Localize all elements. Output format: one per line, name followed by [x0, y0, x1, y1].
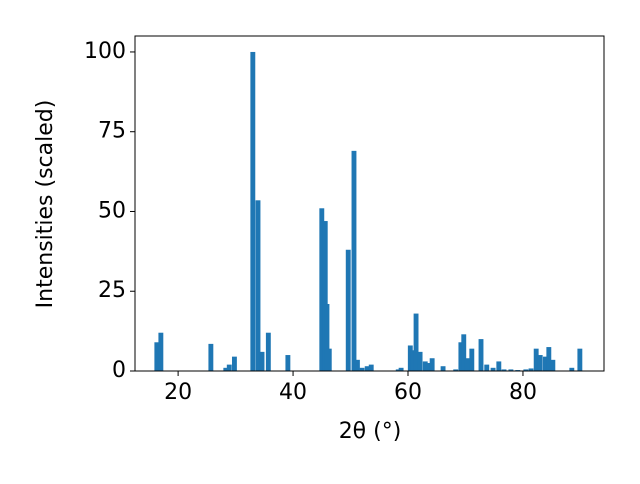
bar: [453, 369, 459, 371]
bar: [364, 366, 370, 371]
y-tick-label: 0: [112, 358, 126, 383]
bar: [542, 356, 548, 371]
bar: [537, 355, 543, 371]
bar: [410, 350, 416, 371]
bar: [354, 359, 360, 371]
bar: [528, 368, 534, 371]
bar: [326, 348, 332, 371]
plot-frame: [134, 35, 605, 372]
bar: [484, 364, 490, 371]
bar: [208, 343, 214, 371]
bar: [285, 355, 291, 371]
bar: [417, 351, 423, 371]
bar: [231, 356, 237, 371]
bar: [458, 342, 464, 371]
bar: [422, 361, 428, 371]
x-axis-label: 2θ (°): [339, 419, 402, 444]
y-axis-label: Intensities (scaled): [33, 100, 58, 309]
x-tick-label: 60: [394, 380, 422, 405]
bar: [425, 363, 431, 371]
bar: [255, 200, 261, 371]
bar: [351, 150, 357, 371]
bar: [550, 359, 556, 371]
bar: [158, 332, 164, 371]
bar: [533, 348, 539, 371]
bar: [265, 332, 271, 371]
bar: [395, 369, 401, 371]
bar: [546, 347, 552, 371]
bar: [429, 358, 435, 371]
bar: [319, 208, 325, 371]
bar: [464, 358, 470, 371]
bar: [508, 369, 514, 371]
bar: [359, 367, 365, 371]
bar: [496, 361, 502, 371]
bar: [569, 367, 575, 371]
bar: [501, 369, 507, 371]
bar: [478, 339, 484, 371]
x-tick-label: 40: [279, 380, 307, 405]
x-tick-label: 20: [164, 380, 192, 405]
bar: [223, 367, 229, 371]
y-tick-label: 25: [98, 278, 126, 303]
bar: [398, 367, 404, 371]
bar: [345, 249, 351, 371]
y-tick-label: 75: [98, 119, 126, 144]
y-tick-label: 100: [84, 39, 126, 64]
bar: [407, 345, 413, 371]
bar: [226, 364, 232, 371]
bar: [368, 364, 374, 371]
bar: [461, 334, 467, 371]
x-tick-label: 80: [509, 380, 537, 405]
bar: [413, 313, 419, 371]
bar: [154, 342, 160, 371]
bar: [324, 304, 330, 371]
bar: [469, 348, 475, 371]
bar: [322, 221, 328, 371]
bar: [440, 366, 446, 371]
bar: [490, 367, 496, 371]
bar: [523, 369, 529, 371]
bar: [250, 51, 256, 371]
y-tick-label: 50: [98, 198, 126, 223]
bar: [259, 351, 265, 371]
bar: [577, 348, 583, 371]
